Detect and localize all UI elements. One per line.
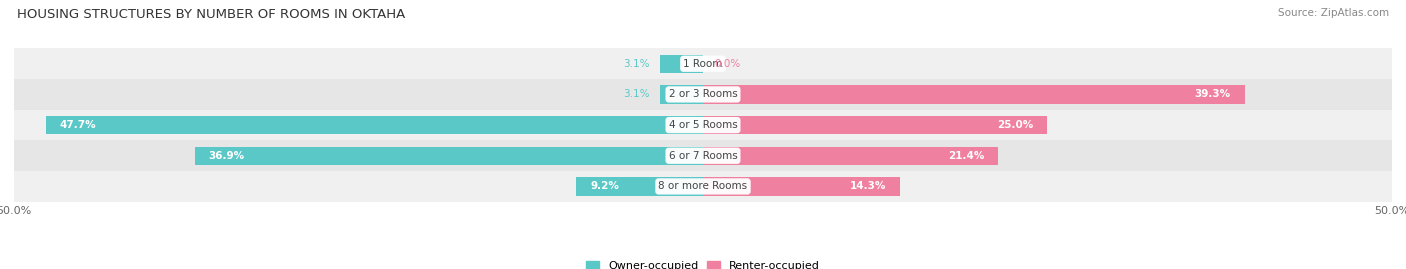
Bar: [703, 85, 1244, 104]
Bar: [661, 55, 703, 73]
Bar: [703, 116, 1047, 134]
Text: 3.1%: 3.1%: [623, 59, 650, 69]
Text: 0.0%: 0.0%: [714, 59, 741, 69]
Legend: Owner-occupied, Renter-occupied: Owner-occupied, Renter-occupied: [581, 257, 825, 269]
Text: 4 or 5 Rooms: 4 or 5 Rooms: [669, 120, 737, 130]
Text: 3.1%: 3.1%: [623, 89, 650, 100]
Bar: [194, 147, 703, 165]
Bar: [14, 48, 1392, 79]
Bar: [661, 85, 703, 104]
Bar: [46, 116, 703, 134]
Text: 39.3%: 39.3%: [1195, 89, 1230, 100]
Text: 1 Room: 1 Room: [683, 59, 723, 69]
Text: 25.0%: 25.0%: [997, 120, 1033, 130]
Bar: [703, 147, 998, 165]
Bar: [14, 171, 1392, 202]
Bar: [576, 177, 703, 196]
Text: 47.7%: 47.7%: [59, 120, 96, 130]
Text: Source: ZipAtlas.com: Source: ZipAtlas.com: [1278, 8, 1389, 18]
Bar: [14, 110, 1392, 140]
Text: HOUSING STRUCTURES BY NUMBER OF ROOMS IN OKTAHA: HOUSING STRUCTURES BY NUMBER OF ROOMS IN…: [17, 8, 405, 21]
Text: 36.9%: 36.9%: [208, 151, 245, 161]
Text: 9.2%: 9.2%: [591, 181, 619, 192]
Text: 6 or 7 Rooms: 6 or 7 Rooms: [669, 151, 737, 161]
Bar: [14, 79, 1392, 110]
Bar: [14, 140, 1392, 171]
Text: 14.3%: 14.3%: [849, 181, 886, 192]
Text: 8 or more Rooms: 8 or more Rooms: [658, 181, 748, 192]
Text: 2 or 3 Rooms: 2 or 3 Rooms: [669, 89, 737, 100]
Bar: [703, 177, 900, 196]
Text: 21.4%: 21.4%: [948, 151, 984, 161]
